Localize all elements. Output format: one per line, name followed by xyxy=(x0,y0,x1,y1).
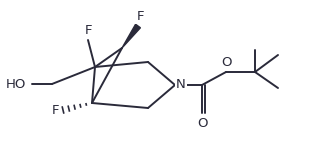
Text: HO: HO xyxy=(6,78,26,91)
Polygon shape xyxy=(122,24,140,48)
Text: F: F xyxy=(136,10,144,23)
Text: F: F xyxy=(51,103,59,116)
Text: O: O xyxy=(198,117,208,130)
Text: O: O xyxy=(221,56,231,69)
Text: N: N xyxy=(176,79,186,92)
Text: F: F xyxy=(84,24,92,37)
